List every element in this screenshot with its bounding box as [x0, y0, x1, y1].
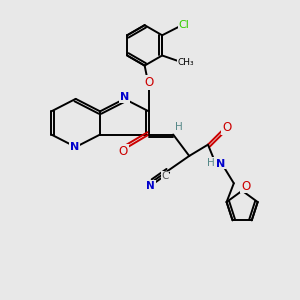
Text: H: H [207, 158, 214, 168]
Text: O: O [118, 145, 128, 158]
Text: Cl: Cl [178, 20, 189, 30]
Text: H: H [175, 122, 182, 132]
Text: N: N [70, 142, 79, 152]
Text: N: N [216, 159, 225, 169]
Text: O: O [222, 121, 231, 134]
Text: O: O [241, 180, 250, 193]
Text: C: C [161, 171, 169, 181]
Text: O: O [144, 76, 153, 89]
Text: N: N [120, 92, 129, 102]
Text: CH₃: CH₃ [178, 58, 194, 67]
Text: N: N [146, 181, 155, 191]
